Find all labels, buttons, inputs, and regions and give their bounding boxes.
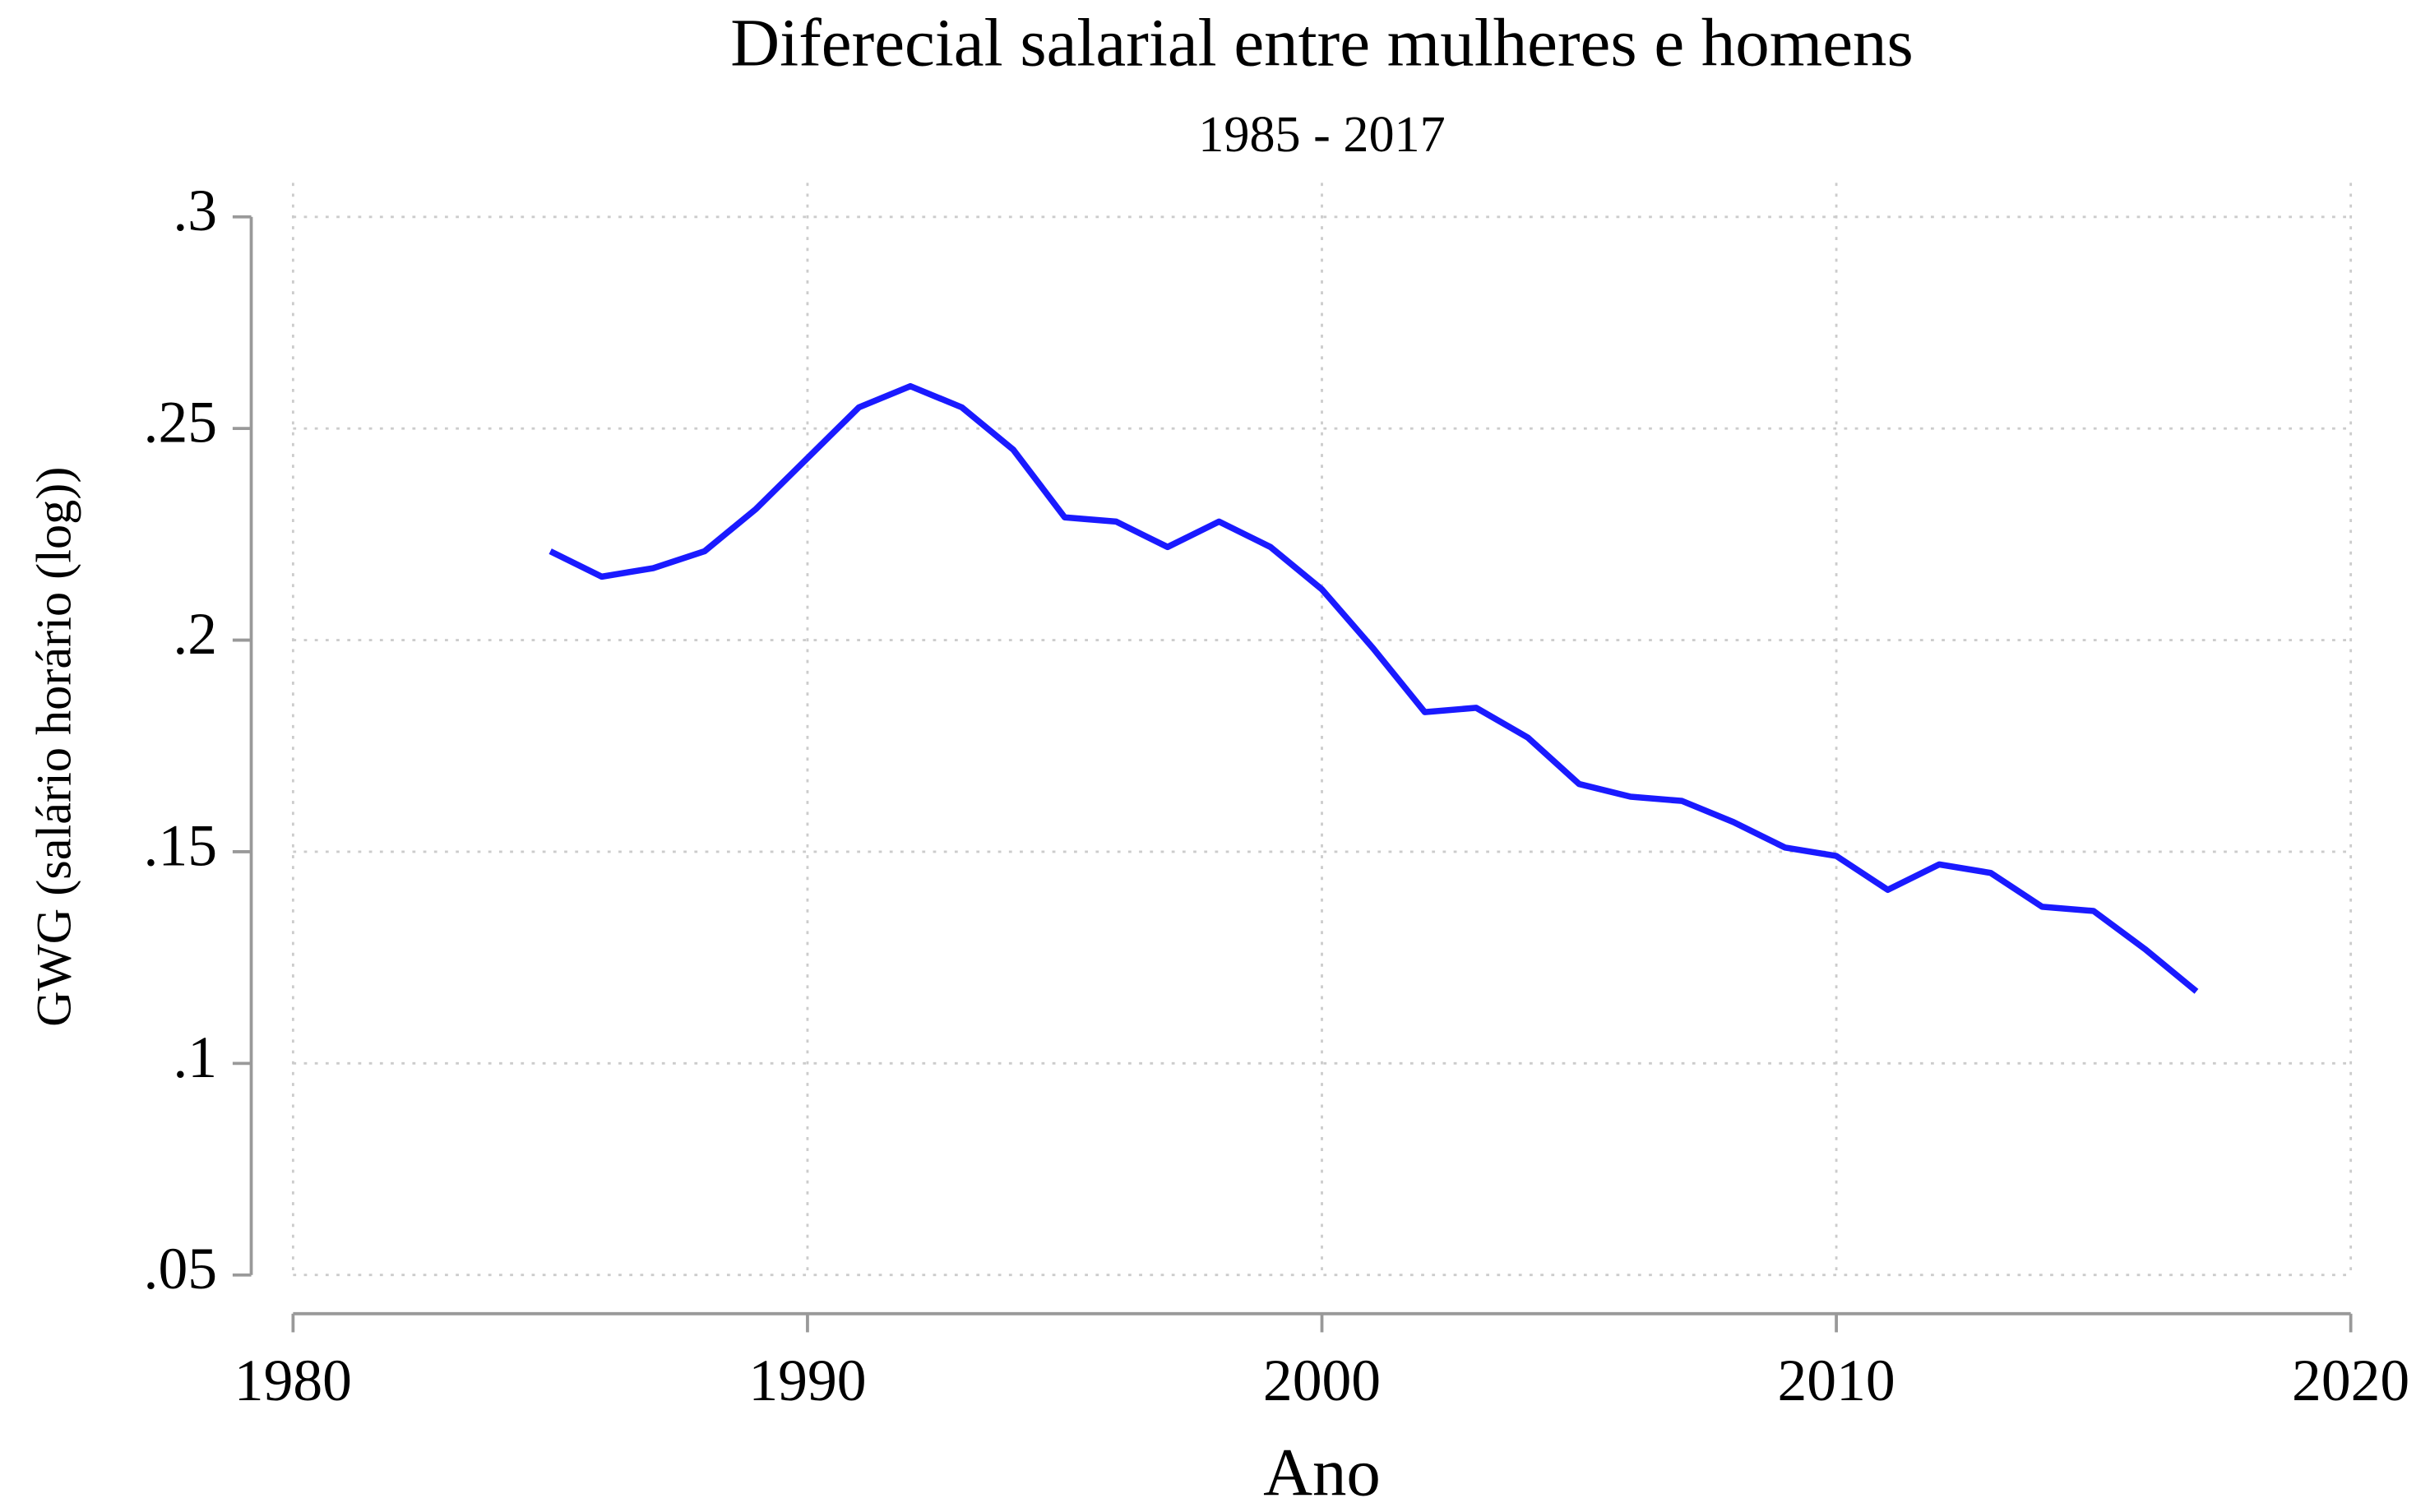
x-tick-label: 2020	[2292, 1348, 2409, 1413]
y-tick-label: .1	[173, 1025, 217, 1090]
y-tick-label: .2	[173, 602, 217, 667]
y-tick-label: .25	[144, 391, 217, 455]
chart-subtitle: 1985 - 2017	[1198, 107, 1445, 163]
x-tick-label: 1980	[234, 1348, 352, 1413]
line-series	[548, 382, 2199, 994]
x-axis-label: Ano	[1263, 1434, 1381, 1510]
x-tick-label: 2010	[1777, 1348, 1895, 1413]
chart-title: Diferecial salarial entre mulheres e hom…	[730, 4, 1913, 80]
y-tick-label: .05	[144, 1237, 217, 1302]
y-tick-label: .15	[144, 813, 217, 878]
y-axis-label: GWG (salário horário (log))	[27, 467, 82, 1027]
x-tick-label: 2000	[1263, 1348, 1381, 1413]
x-tick-label: 1990	[748, 1348, 866, 1413]
y-tick-label: .3	[173, 178, 217, 243]
